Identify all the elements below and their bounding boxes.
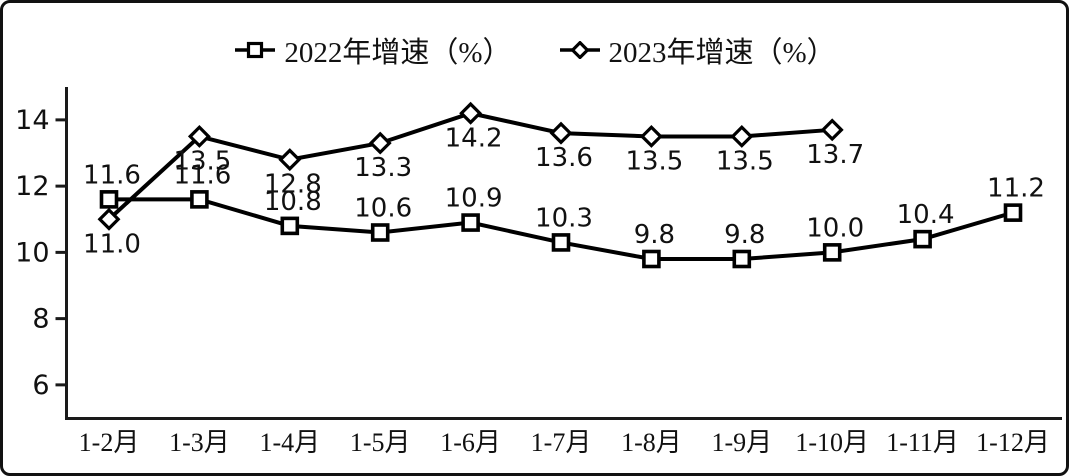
x-axis-label: 1-7月: [531, 428, 592, 457]
value-label-2023: 13.5: [625, 146, 683, 176]
x-axis-label: 1-12月: [976, 428, 1050, 457]
x-axis-label: 1-3月: [169, 428, 230, 457]
diamond-series-marker-icon: [559, 41, 600, 59]
value-label-2022: 10.4: [897, 200, 955, 230]
value-label-2022: 11.6: [83, 160, 141, 190]
value-label-2023: 13.5: [716, 146, 774, 176]
value-label-2023: 13.5: [173, 146, 231, 176]
data-point-square-2022: [190, 190, 209, 209]
y-axis-tick-label: 14: [15, 105, 49, 136]
data-point-diamond-2023: [368, 131, 392, 155]
legend-item-2023: 2023年增速（%）: [558, 29, 836, 71]
x-axis-label: 1-8月: [621, 428, 682, 457]
value-label-2022: 11.6: [173, 160, 231, 190]
data-point-square-2022: [822, 243, 842, 262]
value-label-2022: 10.3: [535, 203, 593, 233]
legend-label-2023: 2023年增速（%）: [608, 37, 836, 69]
value-label-2022: 10.8: [264, 187, 322, 217]
y-axis-tick-label: 12: [15, 171, 49, 202]
data-point-square-2022: [461, 213, 480, 232]
data-point-square-2022: [370, 223, 390, 242]
x-axis-label: 1-2月: [79, 428, 140, 457]
x-axis-label: 1-10月: [795, 428, 869, 457]
y-axis-tick-label: 6: [32, 370, 49, 401]
value-label-2022: 10.6: [354, 194, 412, 224]
x-axis-label: 1-9月: [711, 428, 772, 457]
data-point-square-2022: [99, 190, 119, 209]
value-label-2023: 13.3: [354, 153, 412, 183]
data-point-diamond-2023: [459, 101, 483, 125]
data-point-diamond-2023: [730, 124, 754, 148]
data-point-diamond-2023: [820, 118, 844, 142]
value-label-2023: 11.0: [83, 229, 141, 259]
data-point-diamond-2023: [639, 124, 663, 148]
data-point-diamond-2023: [549, 121, 573, 145]
value-label-2023: 13.6: [535, 143, 593, 173]
data-point-square-2022: [732, 249, 752, 269]
y-axis-tick-label: 8: [32, 304, 49, 335]
value-label-2022: 11.2: [987, 174, 1045, 204]
legend-label-2022: 2022年增速（%）: [284, 37, 512, 69]
data-point-diamond-2023: [97, 207, 121, 231]
x-axis-label: 1-4月: [259, 428, 320, 457]
y-axis-tick-label: 10: [15, 237, 49, 268]
legend-item-2022: 2022年增速（%）: [233, 29, 512, 71]
value-label-2022: 10.0: [806, 213, 864, 243]
value-label-2022: 9.8: [724, 220, 765, 250]
value-label-2022: 9.8: [634, 220, 675, 250]
line-chart-plot: 14 12 10 8 6 1-2月 1-3月 1-4月 1-5月 1-6月 1-7月 1-8月 1-9月…: [15, 87, 1062, 457]
data-point-square-2022: [913, 229, 932, 249]
square-series-marker-icon: [235, 41, 276, 59]
data-point-square-2022: [551, 233, 571, 252]
x-axis-label: 1-11月: [886, 428, 959, 457]
value-label-2023: 14.2: [445, 123, 503, 153]
data-point-square-2022: [280, 216, 300, 236]
data-point-square-2022: [1003, 203, 1023, 222]
value-label-2022: 10.9: [445, 184, 503, 214]
value-label-2023: 13.7: [806, 140, 864, 170]
value-label-2023: 12.8: [264, 170, 322, 200]
x-axis-label: 1-6月: [440, 428, 501, 457]
data-point-diamond-2023: [187, 124, 211, 148]
data-point-diamond-2023: [278, 148, 302, 172]
x-axis-label: 1-5月: [350, 428, 411, 457]
data-point-square-2022: [642, 249, 661, 269]
chart-legend: 2022年增速（%） 2023年增速（%）: [3, 29, 1066, 71]
